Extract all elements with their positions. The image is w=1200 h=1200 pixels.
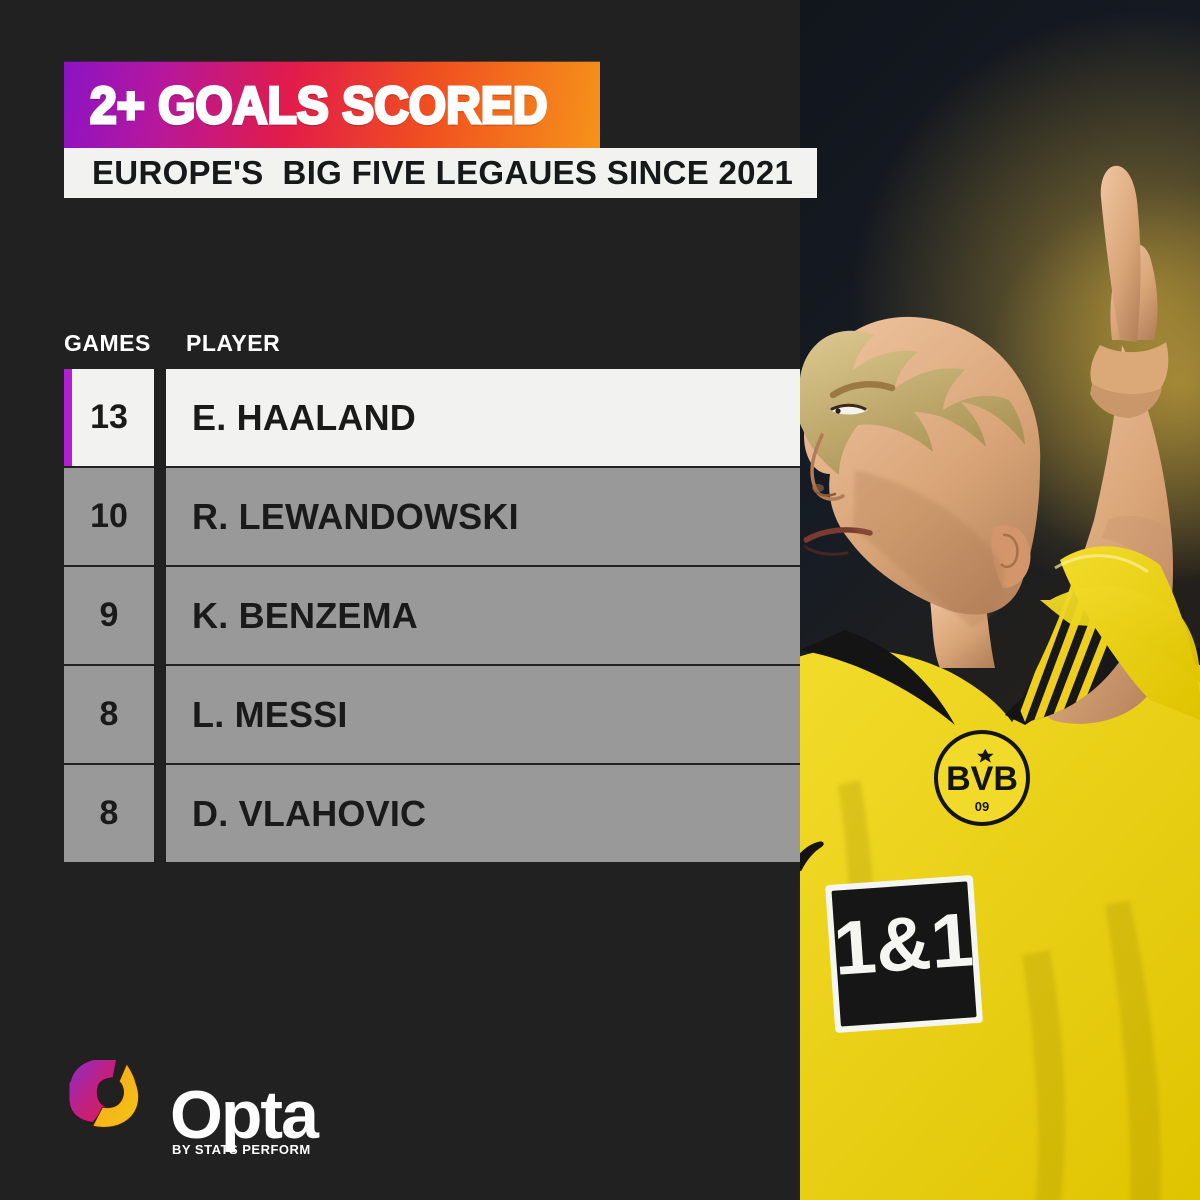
svg-text:BVB: BVB [946,760,1018,798]
svg-text:BY STATS PERFORM: BY STATS PERFORM [172,1142,311,1157]
svg-text:1&1: 1&1 [831,897,976,992]
svg-text:09: 09 [975,799,989,814]
